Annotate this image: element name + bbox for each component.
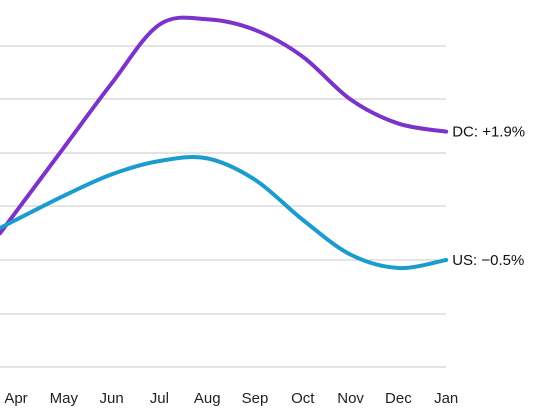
x-tick-label-jan: Jan — [434, 390, 458, 407]
x-tick-label-dec: Dec — [385, 390, 412, 407]
x-tick-label-jun: Jun — [100, 390, 124, 407]
end-label-us: US: −0.5% — [452, 252, 524, 269]
gridlines — [0, 45, 446, 368]
x-tick-label-sep: Sep — [242, 390, 269, 407]
x-tick-label-jul: Jul — [150, 390, 169, 407]
x-tick-label-apr: Apr — [4, 390, 27, 407]
series-lines — [0, 15, 449, 271]
x-axis-tick-labels: Apr May Jun Jul Aug Sep Oct Nov Dec Jan — [4, 390, 458, 407]
x-tick-label-aug: Aug — [194, 390, 221, 407]
series-end-labels: DC: +1.9% US: −0.5% — [452, 124, 525, 269]
x-tick-label-nov: Nov — [337, 390, 364, 407]
series-line-us — [0, 155, 449, 271]
x-tick-label-oct: Oct — [291, 390, 315, 407]
end-label-dc: DC: +1.9% — [452, 124, 525, 141]
series-line-dc — [0, 15, 449, 236]
x-tick-label-may: May — [50, 390, 79, 407]
